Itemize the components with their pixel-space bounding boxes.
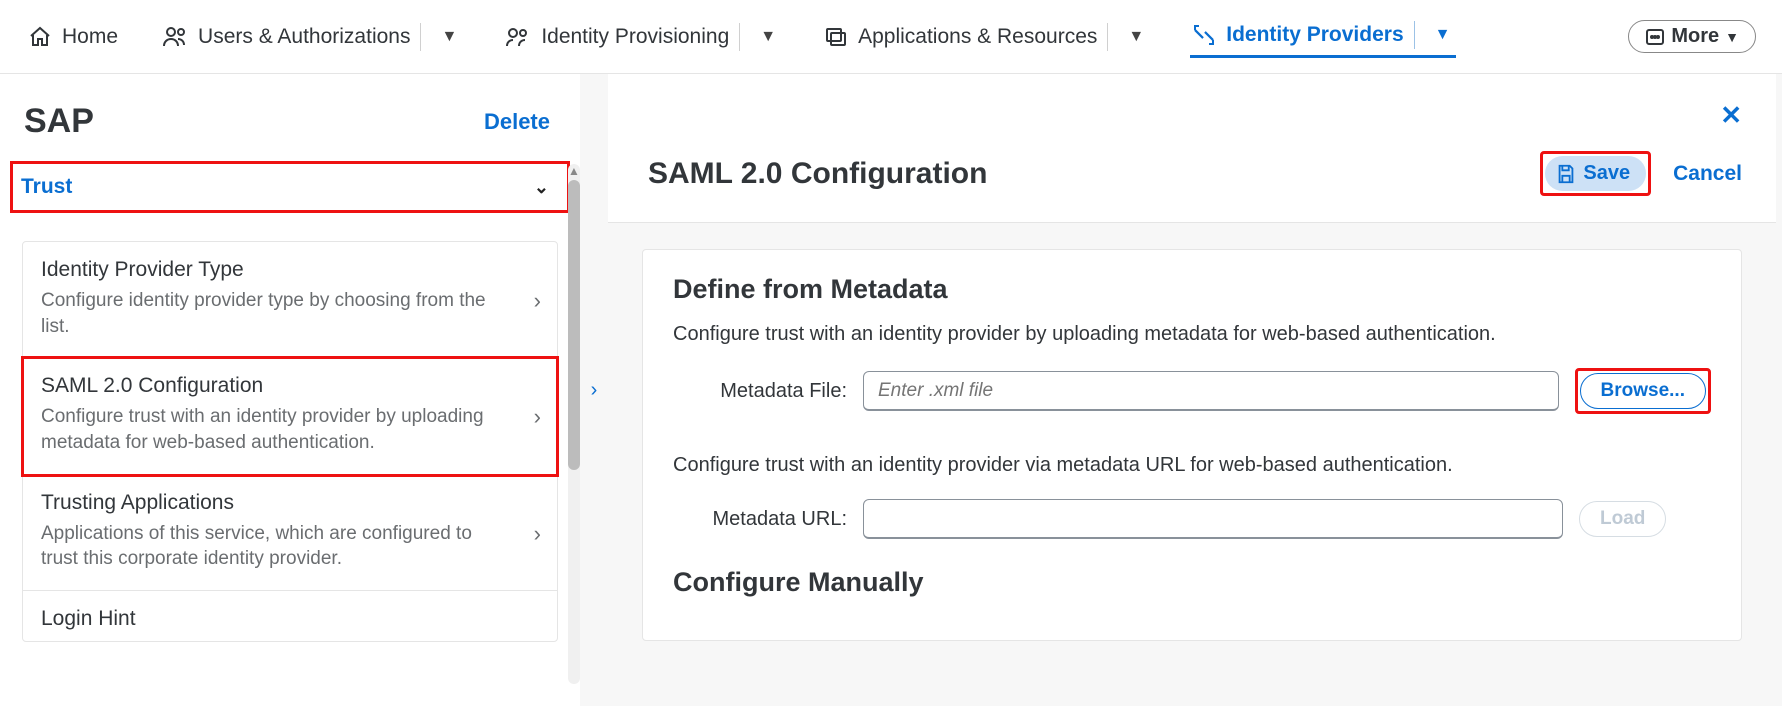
trust-dropdown[interactable]: Trust ⌄ (10, 161, 570, 213)
identity-providers-icon (1192, 23, 1216, 47)
nav-apps-resources[interactable]: Applications & Resources ▼ (822, 17, 1150, 57)
chevron-down-icon[interactable]: ▼ (437, 28, 461, 46)
metadata-url-input[interactable] (863, 499, 1563, 539)
provider-title: SAP (24, 102, 94, 141)
apps-icon (824, 25, 848, 49)
more-label: More (1671, 25, 1719, 48)
save-button[interactable]: Save (1545, 156, 1646, 191)
nav-label: Home (62, 25, 118, 49)
top-nav: Home Users & Authorizations ▼ Identity P… (0, 0, 1782, 74)
metadata-file-input[interactable] (863, 371, 1559, 411)
sidebar-item-saml-config[interactable]: SAML 2.0 Configuration Configure trust w… (23, 358, 557, 474)
load-button: Load (1579, 501, 1666, 537)
cancel-button[interactable]: Cancel (1673, 162, 1742, 186)
save-icon (1555, 163, 1577, 185)
save-highlight: Save (1540, 151, 1651, 196)
nav-identity-providers[interactable]: Identity Providers ▼ (1190, 15, 1456, 58)
sidebar-item-desc: Configure identity provider type by choo… (41, 288, 507, 339)
nav-separator (420, 23, 421, 51)
chevron-down-icon[interactable]: ▼ (1431, 26, 1455, 44)
nav-separator (739, 23, 740, 51)
panel-splitter[interactable]: › (580, 74, 608, 706)
section-title: Define from Metadata (673, 274, 1711, 305)
metadata-file-label: Metadata File: (697, 380, 847, 403)
page-title: SAML 2.0 Configuration (648, 157, 987, 191)
chevron-down-icon: ⌄ (534, 177, 549, 198)
save-label: Save (1583, 162, 1630, 185)
section-title-2: Configure Manually (673, 567, 1711, 598)
chevron-right-icon: › (534, 404, 541, 430)
browse-button[interactable]: Browse... (1580, 373, 1706, 409)
side-nav-list: Identity Provider Type Configure identit… (22, 241, 558, 642)
more-button[interactable]: More ▼ (1628, 20, 1756, 53)
sidebar-item-title: Identity Provider Type (41, 258, 507, 282)
browse-highlight: Browse... (1575, 368, 1711, 414)
sidebar-item-desc: Applications of this service, which are … (41, 521, 507, 572)
home-icon (28, 25, 52, 49)
section-lead-2: Configure trust with an identity provide… (673, 454, 1711, 477)
chevron-down-icon[interactable]: ▼ (756, 28, 780, 46)
sidebar-item-desc: Configure trust with an identity provide… (41, 404, 507, 455)
scrollbar[interactable]: ▲ (568, 164, 580, 684)
nav-label: Applications & Resources (858, 25, 1097, 49)
chevron-right-icon: › (591, 379, 598, 402)
nav-users-auth[interactable]: Users & Authorizations ▼ (160, 17, 463, 57)
chevron-right-icon: › (534, 288, 541, 314)
nav-label: Identity Providers (1226, 23, 1403, 47)
trust-dropdown-label: Trust (21, 175, 72, 199)
users-icon (162, 25, 188, 49)
left-panel: SAP Delete Trust ⌄ Identity Provider Typ… (0, 74, 580, 706)
provisioning-icon (505, 25, 531, 49)
nav-identity-provisioning[interactable]: Identity Provisioning ▼ (503, 17, 782, 57)
chevron-down-icon: ▼ (1725, 29, 1739, 45)
nav-label: Identity Provisioning (541, 25, 729, 49)
right-panel: ✕ SAML 2.0 Configuration Save Cancel Def… (608, 74, 1776, 706)
sidebar-item-title: Trusting Applications (41, 491, 507, 515)
more-icon (1645, 27, 1665, 47)
chevron-down-icon[interactable]: ▼ (1124, 28, 1148, 46)
sidebar-item-idp-type[interactable]: Identity Provider Type Configure identit… (23, 242, 557, 358)
close-icon[interactable]: ✕ (1720, 100, 1742, 131)
chevron-right-icon: › (534, 521, 541, 547)
sidebar-item-title: SAML 2.0 Configuration (41, 374, 507, 398)
metadata-url-label: Metadata URL: (697, 508, 847, 531)
metadata-card: Define from Metadata Configure trust wit… (642, 249, 1742, 641)
section-lead: Configure trust with an identity provide… (673, 323, 1711, 346)
sidebar-item-login-hint[interactable]: Login Hint (23, 591, 557, 641)
nav-home[interactable]: Home (26, 19, 120, 55)
nav-separator (1414, 21, 1415, 49)
sidebar-item-title: Login Hint (41, 607, 507, 631)
scroll-up-icon[interactable]: ▲ (568, 164, 580, 178)
sidebar-item-trusting-apps[interactable]: Trusting Applications Applications of th… (23, 475, 557, 591)
delete-button[interactable]: Delete (484, 109, 550, 135)
scrollbar-thumb[interactable] (568, 180, 580, 470)
nav-separator (1107, 23, 1108, 51)
nav-label: Users & Authorizations (198, 25, 410, 49)
